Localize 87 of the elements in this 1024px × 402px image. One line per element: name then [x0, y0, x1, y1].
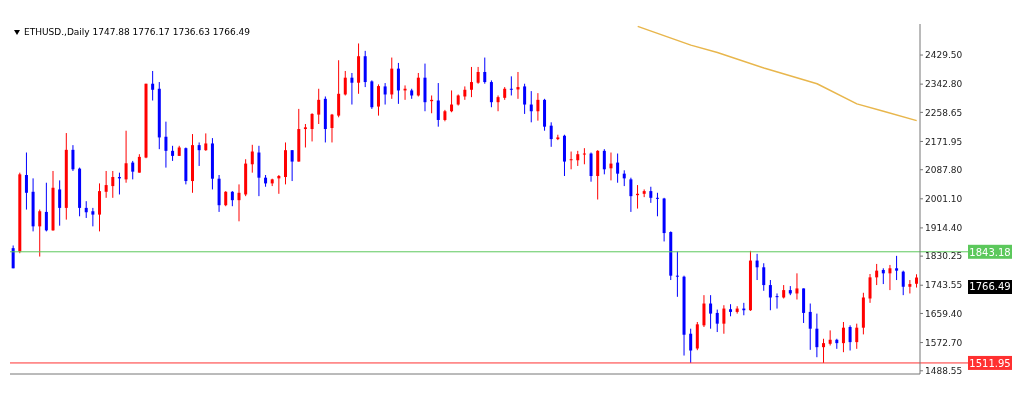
candlestick [131, 160, 135, 180]
candlestick [582, 147, 586, 165]
candlestick [702, 294, 706, 328]
candlestick [755, 253, 759, 281]
candlestick [496, 94, 500, 112]
candlestick [808, 303, 812, 351]
candlestick [250, 144, 254, 174]
candlestick [91, 207, 95, 227]
candlestick [775, 292, 779, 310]
y-tick-label: 2087.80 [925, 164, 963, 175]
candlestick [98, 182, 102, 232]
candlestick [197, 141, 201, 167]
line-series [636, 25, 918, 122]
candlestick [489, 79, 493, 108]
candlestick [589, 152, 593, 183]
candlestick [151, 70, 155, 102]
candlestick [895, 255, 899, 281]
candlestick [24, 152, 28, 211]
candlestick [396, 62, 400, 105]
candlestick [795, 272, 799, 300]
candlestick [529, 90, 533, 123]
candlestick [875, 263, 879, 286]
candlestick [44, 182, 48, 232]
candlestick [616, 153, 620, 184]
y-tick-label: 1572.70 [925, 337, 963, 348]
candlestick [450, 89, 454, 113]
candlestick [469, 66, 473, 98]
candlestick [655, 192, 659, 217]
candlestick [343, 70, 347, 96]
candlestick [709, 294, 713, 330]
candlestick [602, 148, 606, 175]
y-tick-label: 1488.55 [925, 365, 963, 376]
y-tick-label: 1830.25 [925, 251, 963, 262]
candlestick [868, 273, 872, 304]
candlestick [855, 323, 859, 350]
candlestick [137, 153, 141, 174]
chart-title: ETHUSD.,Daily 1747.88 1776.17 1736.63 1766.49 [24, 27, 250, 37]
text: 1766.49 [968, 280, 1012, 294]
candlestick [237, 183, 241, 222]
candlestick [888, 264, 892, 291]
candlestick [523, 83, 527, 115]
candlestick [310, 112, 314, 142]
candlestick [104, 170, 108, 199]
candlestick [822, 338, 826, 364]
candlestick [330, 113, 334, 143]
candlestick [569, 151, 573, 170]
candlestick [901, 270, 905, 296]
candlestick [722, 304, 726, 335]
y-tick-label: 1659.40 [925, 308, 963, 319]
candlestick [376, 83, 380, 117]
candlestick [675, 251, 679, 298]
candlestick [58, 179, 62, 227]
y-tick-label: 2258.65 [925, 107, 963, 118]
y-tick-label: 1914.40 [925, 223, 963, 234]
candlestick [38, 209, 42, 258]
candlestick [416, 72, 420, 97]
ref-line-label: 1843.18 [969, 246, 1011, 258]
candlestick [841, 321, 845, 353]
candlestick [509, 75, 513, 96]
y-tick-label: 2001.10 [925, 193, 963, 204]
candlestick [908, 279, 912, 294]
y-tick-label: 2171.95 [925, 136, 963, 147]
candlestick [350, 72, 354, 106]
candlestick [629, 177, 633, 213]
y-tick-label: 2342.80 [925, 79, 963, 90]
candlestick [164, 121, 168, 169]
candlestick [337, 59, 341, 118]
candlestick [483, 57, 487, 85]
ref-line-label: 1511.95 [969, 357, 1011, 369]
candlestick [124, 130, 128, 184]
candlestick [71, 144, 75, 172]
candlestick [536, 92, 540, 122]
candlestick [762, 262, 766, 292]
candlestick [303, 123, 307, 148]
y-tick-label: 2429.50 [925, 50, 963, 61]
candlestick [768, 279, 772, 311]
candlestick [549, 121, 553, 148]
candlestick [815, 313, 819, 358]
candlestick [436, 82, 440, 128]
candlestick [111, 170, 115, 199]
candlestick [715, 309, 719, 333]
candlestick [290, 149, 294, 182]
candlestick [317, 88, 321, 125]
candlestick [848, 324, 852, 352]
candlestick [689, 328, 693, 364]
candlestick [383, 82, 387, 106]
y-tick-label: 1743.55 [925, 280, 963, 291]
